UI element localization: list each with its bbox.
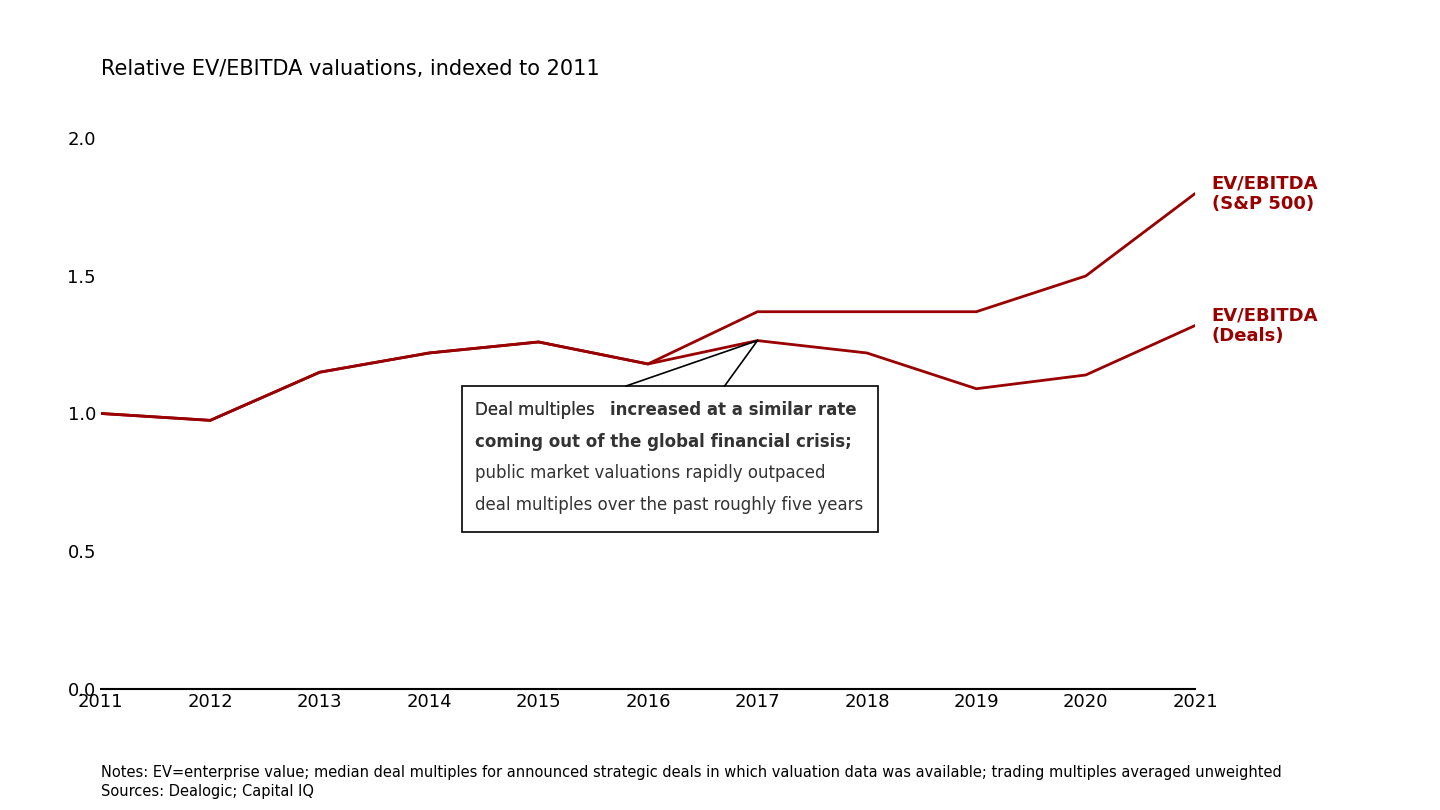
Text: Relative EV/EBITDA valuations, indexed to 2011: Relative EV/EBITDA valuations, indexed t… xyxy=(101,59,599,79)
Text: EV/EBITDA
(Deals): EV/EBITDA (Deals) xyxy=(1211,306,1318,345)
Text: Deal multiples: Deal multiples xyxy=(475,401,600,419)
FancyBboxPatch shape xyxy=(462,386,878,531)
Text: Sources: Dealogic; Capital IQ: Sources: Dealogic; Capital IQ xyxy=(101,784,314,799)
Text: EV/EBITDA
(S&P 500): EV/EBITDA (S&P 500) xyxy=(1211,174,1318,213)
Text: coming out of the global financial crisis;: coming out of the global financial crisi… xyxy=(475,433,852,450)
Text: increased at a similar rate: increased at a similar rate xyxy=(609,401,857,419)
Text: Deal multiples: Deal multiples xyxy=(475,401,600,419)
Text: deal multiples over the past roughly five years: deal multiples over the past roughly fiv… xyxy=(475,496,864,514)
Text: Notes: EV=enterprise value; median deal multiples for announced strategic deals : Notes: EV=enterprise value; median deal … xyxy=(101,765,1282,781)
Text: public market valuations rapidly outpaced: public market valuations rapidly outpace… xyxy=(475,464,825,483)
